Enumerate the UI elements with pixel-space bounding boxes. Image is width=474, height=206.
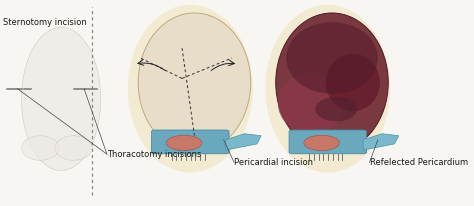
- FancyBboxPatch shape: [152, 130, 229, 154]
- Ellipse shape: [166, 135, 202, 151]
- FancyBboxPatch shape: [289, 130, 366, 154]
- Ellipse shape: [276, 13, 388, 152]
- Ellipse shape: [21, 136, 59, 160]
- Ellipse shape: [304, 135, 339, 151]
- Ellipse shape: [315, 97, 357, 121]
- Ellipse shape: [21, 27, 100, 171]
- Text: Sternotomy incision: Sternotomy incision: [3, 18, 87, 27]
- Ellipse shape: [326, 54, 380, 111]
- Ellipse shape: [128, 5, 253, 173]
- Ellipse shape: [278, 72, 345, 134]
- Ellipse shape: [286, 22, 378, 94]
- Ellipse shape: [265, 5, 390, 173]
- Ellipse shape: [138, 13, 251, 152]
- Polygon shape: [226, 134, 261, 150]
- Text: Pericardial incision: Pericardial incision: [234, 158, 313, 167]
- Text: Refelected Pericardium: Refelected Pericardium: [370, 158, 468, 167]
- Text: Thoracotomy incisions: Thoracotomy incisions: [107, 150, 201, 159]
- Polygon shape: [363, 134, 399, 150]
- Ellipse shape: [55, 136, 92, 160]
